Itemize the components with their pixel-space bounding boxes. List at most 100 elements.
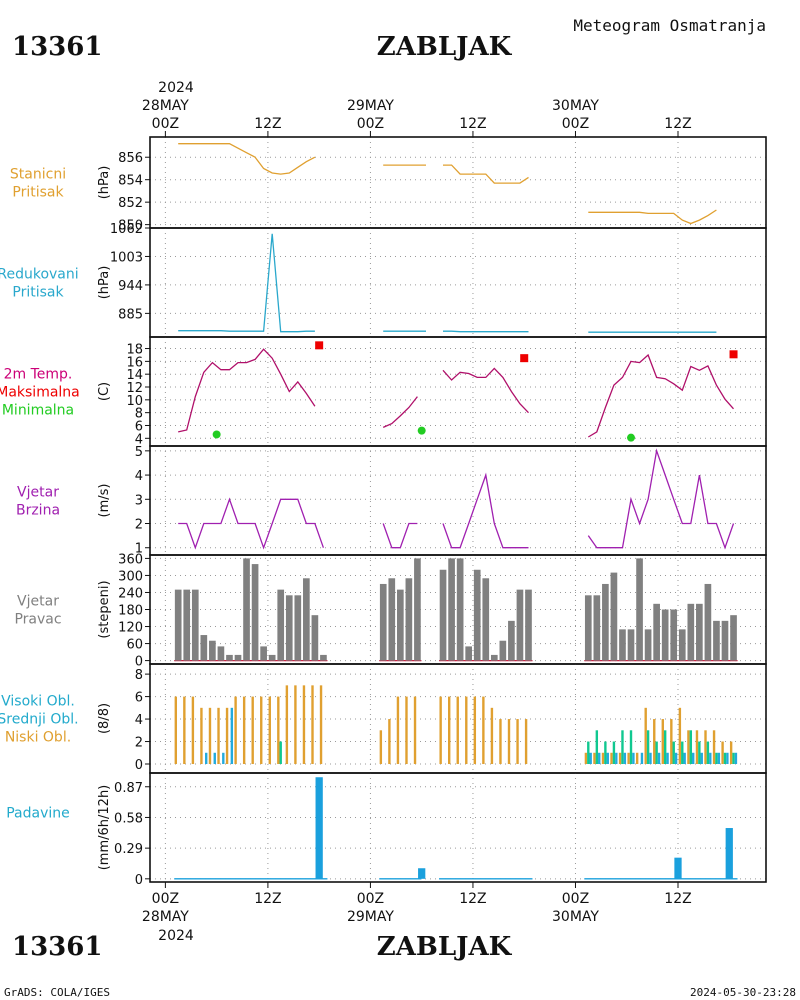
bar-niskiobl [687,730,690,765]
bar-visokiobl [666,752,669,765]
y-tick-label: 8 [135,668,143,683]
bar-vjetar_pravac [636,558,643,661]
bar-visokiobl [709,752,712,765]
bar-vjetar_pravac [713,620,720,661]
bar-visokiobl [726,752,729,765]
panel-label-temperatura: 2m Temp. [4,367,73,383]
bar-srednjiobl [587,741,590,765]
bar-srednjiobl [715,752,718,765]
bar-padavine [725,828,733,879]
bar-vjetar_pravac [456,558,464,661]
bar-visokiobl [598,752,601,765]
y-tick-label: 885 [118,307,143,322]
y-tick-label: 850 [118,219,143,234]
year-label-bottom: 2024 [158,928,194,944]
y-tick-label: 0.29 [114,842,143,857]
bar-vjetar_pravac [661,609,669,661]
bar-srednjiobl [279,741,282,765]
y-tick-label: 6 [135,691,143,706]
bar-srednjiobl [629,730,633,765]
series-line-vjetar_brzina [382,522,418,549]
bar-srednjiobl [612,741,616,765]
time-day-label-top: 28MAY [142,98,189,114]
bar-vjetar_pravac [311,615,319,661]
bar-niskiobl [379,730,383,765]
min-temp-marker [212,430,221,439]
chart-title: Meteogram Osmatranja [573,16,766,35]
station-id-top: 13361 [12,32,102,62]
y-axis-label: (m/s) [97,484,112,518]
bar-niskiobl [174,696,177,765]
bar-srednjiobl [595,730,599,765]
panel-redukovani [145,227,767,338]
bar-visokiobl [717,752,721,765]
bar-srednjiobl [689,730,693,765]
bar-niskiobl [601,752,605,765]
y-tick-label: 60 [126,638,143,653]
y-tick-label: 944 [118,279,143,294]
bar-visokiobl [649,752,652,765]
footer-left: GrADS: COLA/IGES [4,986,110,999]
bar-vjetar_pravac [584,595,592,661]
y-tick-label: 854 [118,174,143,189]
bar-visokiobl [606,752,609,765]
y-tick-label: 1 [135,542,143,557]
time-hour-label-bottom: 00Z [357,891,384,907]
bar-vjetar_pravac [627,629,635,661]
time-hour-label-top: 00Z [357,116,384,132]
bar-vjetar_pravac [593,595,601,661]
bar-niskiobl [302,685,306,765]
station-name-bottom: ZABLJAK [377,932,513,962]
bar-niskiobl [507,719,511,765]
series-line-vjetar_brzina [178,497,325,550]
bar-visokiobl [623,752,627,765]
station-id-bottom: 13361 [12,932,102,962]
bar-vjetar_pravac [191,589,199,661]
bar-srednjiobl [663,730,667,765]
bar-visokiobl [683,752,686,765]
bar-padavine [315,777,323,879]
time-hour-label-bottom: 12Z [254,891,281,907]
series-line-temperatura [587,353,734,438]
bar-padavine [674,857,682,879]
bar-vjetar_pravac [277,589,285,661]
panel-label-padavine: Padavine [6,806,70,822]
bar-niskiobl [311,685,314,765]
bar-vjetar_pravac [499,640,507,661]
bar-vjetar_pravac [696,603,703,661]
bar-niskiobl [405,696,408,765]
bar-vjetar_pravac [268,654,276,661]
y-axis-label: (stepeni) [97,580,112,638]
bar-srednjiobl [646,730,650,765]
y-axis-label: (hPa) [97,166,112,200]
year-label-top: 2024 [158,80,194,96]
bar-niskiobl [695,730,699,765]
panel-label-vjetar_brzina: Vjetar [17,485,59,501]
y-tick-label: 360 [118,552,143,567]
panel-label-redukovani: Redukovani [0,267,79,283]
panel-frame [149,227,767,338]
series-line-stanicni [178,143,316,175]
bar-niskiobl [593,752,596,765]
bar-niskiobl [670,719,673,765]
time-hour-label-top: 12Z [459,116,486,132]
panel-label-vjetar_pravac: Vjetar [17,594,59,610]
panel-label-temperatura: Minimalna [2,403,74,419]
panel-label-oblaci: Visoki Obl. [1,694,75,710]
y-tick-label: 300 [118,569,143,584]
y-axis-label: (mm/6h/12h) [97,785,112,871]
bar-niskiobl [499,719,502,765]
bar-vjetar_pravac [260,646,267,661]
bar-vjetar_pravac [294,595,302,661]
y-tick-label: 0 [135,873,143,888]
bar-niskiobl [234,696,237,765]
bar-vjetar_pravac [678,629,686,661]
series-line-redukovani [443,330,529,333]
time-hour-label-top: 00Z [562,116,589,132]
y-tick-label: 5 [135,445,143,460]
bar-srednjiobl [706,741,710,765]
y-tick-label: 0.87 [114,781,143,796]
series-line-temperatura [178,348,316,433]
y-tick-label: 16 [126,355,143,370]
